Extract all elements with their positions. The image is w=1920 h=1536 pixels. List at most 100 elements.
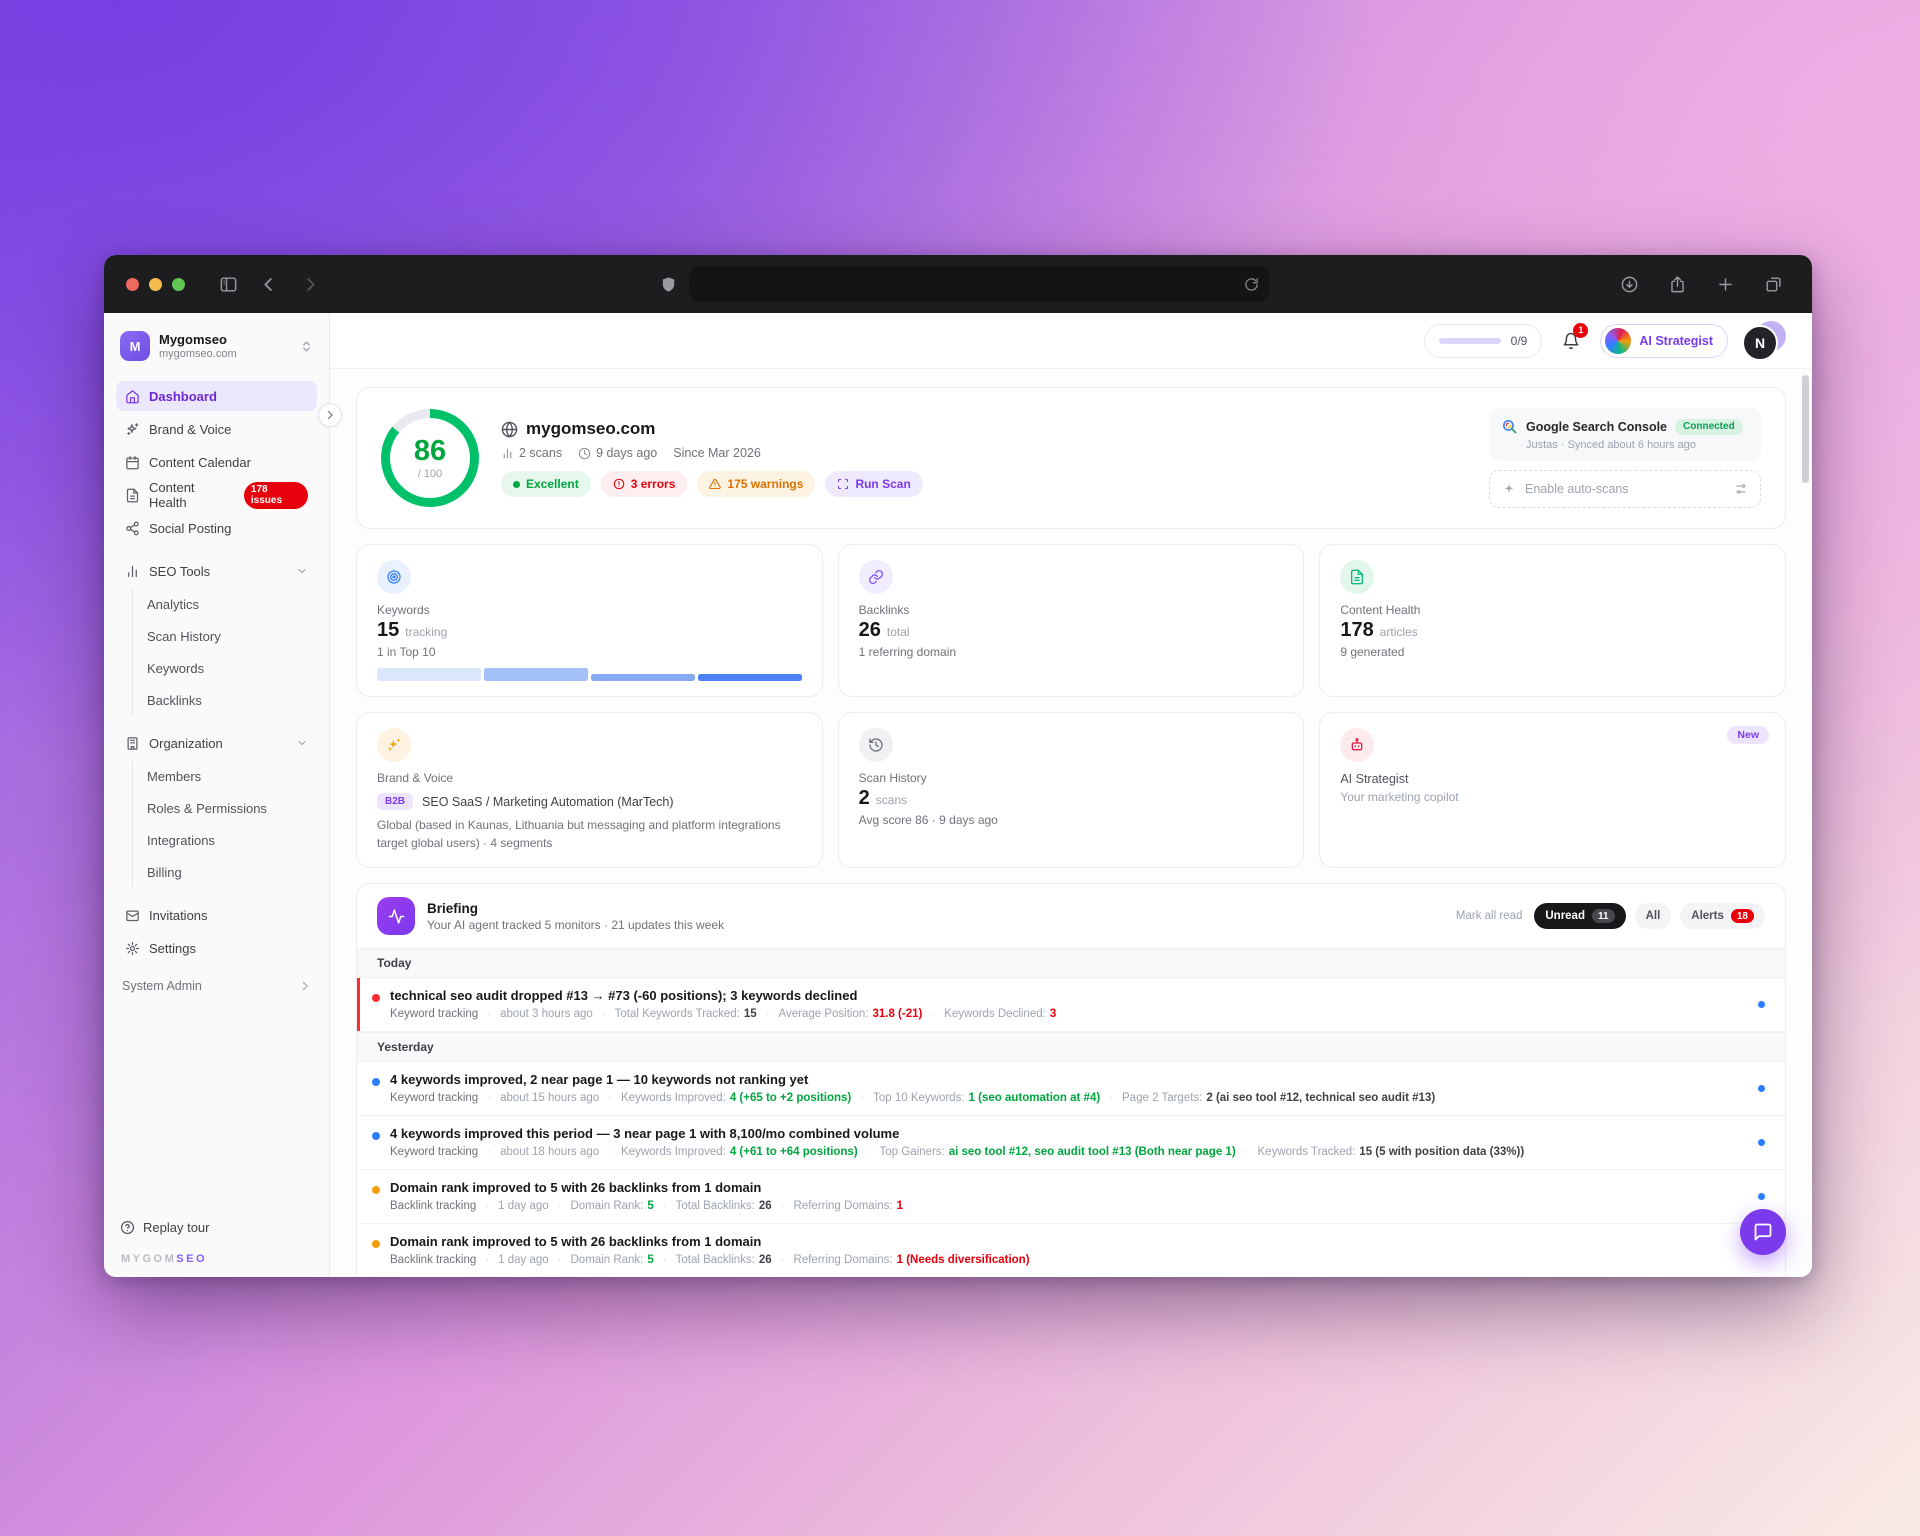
run-scan-button[interactable]: Run Scan xyxy=(825,471,923,497)
chat-fab-button[interactable] xyxy=(1740,1209,1786,1255)
briefing-item[interactable]: Domain rank improved to 5 with 26 backli… xyxy=(357,1224,1785,1277)
seo-score-value: 86 xyxy=(413,434,447,467)
bell-icon xyxy=(1563,332,1579,349)
sidebar-item-content-health[interactable]: Content Health 178 issues xyxy=(116,480,317,510)
mark-all-read-button[interactable]: Mark all read xyxy=(1455,910,1523,922)
sidebar-item-integrations[interactable]: Integrations xyxy=(137,825,317,855)
content-health-stat-card[interactable]: Content Health 178 articles 9 generated xyxy=(1319,544,1786,697)
sidebar-item-billing[interactable]: Billing xyxy=(137,857,317,887)
address-bar[interactable] xyxy=(689,266,1269,302)
sidebar-item-label: Dashboard xyxy=(149,388,217,404)
backlinks-stat-card[interactable]: Backlinks 26 total 1 referring domain xyxy=(837,544,1305,697)
keywords-stat-card[interactable]: Keywords 15 tracking 1 in Top 10 xyxy=(356,544,823,697)
chart-icon xyxy=(503,448,512,458)
stat-subtext: Avg score 86 · 9 days ago xyxy=(858,813,998,827)
sidebar-item-label: Settings xyxy=(149,940,196,956)
sidebar-group-seo-tools[interactable]: SEO Tools xyxy=(116,556,317,586)
clock-icon xyxy=(578,447,591,459)
building-icon xyxy=(127,736,138,750)
downloads-icon[interactable] xyxy=(1612,269,1646,299)
sidebar-item-roles-permissions[interactable]: Roles & Permissions xyxy=(137,793,317,823)
unread-indicator[interactable] xyxy=(1758,1138,1765,1146)
filter-unread[interactable]: Unread 11 xyxy=(1534,903,1626,929)
brand-voice-card[interactable]: Brand & Voice B2B SEO SaaS / Marketing A… xyxy=(356,712,823,868)
home-icon xyxy=(126,389,139,403)
briefing-icon xyxy=(377,897,415,935)
close-window-button[interactable] xyxy=(126,277,139,291)
minimize-window-button[interactable] xyxy=(149,277,162,291)
filter-all[interactable]: All xyxy=(1634,903,1672,929)
progress-label: 0/9 xyxy=(1510,333,1528,348)
sidebar-item-analytics[interactable]: Analytics xyxy=(137,589,317,619)
briefing-item[interactable]: technical seo audit dropped #13 → #73 (-… xyxy=(357,978,1785,1032)
workspace-avatar: M xyxy=(120,331,150,361)
user-menu[interactable]: N xyxy=(1742,320,1786,361)
share-icon[interactable] xyxy=(1660,269,1694,299)
replay-tour-button[interactable]: Replay tour xyxy=(118,1216,315,1239)
severity-dot xyxy=(372,1240,380,1248)
warnings-badge[interactable]: 175 warnings xyxy=(697,471,816,497)
browser-forward-button[interactable] xyxy=(293,269,327,299)
enable-auto-scans-control[interactable]: Enable auto-scans xyxy=(1489,470,1761,508)
sidebar-item-system-admin[interactable]: System Admin xyxy=(116,979,317,993)
browser-titlebar xyxy=(104,255,1812,313)
site-domain: mygomseo.com xyxy=(526,419,656,438)
sidebar-subitem-label: Scan History xyxy=(147,628,221,644)
sidebar-item-content-calendar[interactable]: Content Calendar xyxy=(116,447,317,477)
sidebar-item-label: Content Calendar xyxy=(149,454,251,470)
unread-indicator[interactable] xyxy=(1758,1084,1765,1092)
sparkle-icon xyxy=(1504,484,1514,493)
browser-back-button[interactable] xyxy=(251,269,285,299)
maximize-window-button[interactable] xyxy=(172,277,185,291)
workspace-name: Mygomseo xyxy=(159,332,227,348)
stat-subtext: 1 in Top 10 xyxy=(377,645,436,659)
briefing-item-title: 4 keywords improved this period — 3 near… xyxy=(390,1126,900,1141)
ai-strategist-label: AI Strategist xyxy=(1639,333,1713,348)
unread-indicator[interactable] xyxy=(1758,1000,1765,1008)
workspace-switcher[interactable]: M Mygomseo mygomseo.com xyxy=(116,327,317,363)
traffic-lights xyxy=(126,277,185,291)
briefing-item[interactable]: 4 keywords improved, 2 near page 1 — 10 … xyxy=(357,1062,1785,1116)
file-text-icon xyxy=(126,488,139,502)
briefing-item-title: 4 keywords improved, 2 near page 1 — 10 … xyxy=(390,1072,809,1087)
page-scrollbar[interactable] xyxy=(1802,375,1809,483)
stat-unit: scans xyxy=(875,793,908,807)
keyword-position-bar xyxy=(377,668,802,681)
tab-overview-icon[interactable] xyxy=(1756,269,1790,299)
bar-segment xyxy=(590,674,695,681)
browser-sidebar-toggle-icon[interactable] xyxy=(211,269,245,299)
sidebar-item-social-posting[interactable]: Social Posting xyxy=(116,513,317,543)
scan-history-card[interactable]: Scan History 2 scans Avg score 86 · 9 day… xyxy=(837,712,1305,868)
ai-strategist-avatar xyxy=(1605,327,1632,354)
briefing-item[interactable]: Domain rank improved to 5 with 26 backli… xyxy=(357,1170,1785,1224)
ai-strategist-card[interactable]: New AI Strategist Your marketing copilot xyxy=(1319,712,1786,868)
sidebar-item-brand-voice[interactable]: Brand & Voice xyxy=(116,414,317,444)
new-tab-icon[interactable] xyxy=(1708,269,1742,299)
notifications-button[interactable]: 1 xyxy=(1556,322,1589,356)
onboarding-progress[interactable]: 0/9 xyxy=(1423,323,1543,358)
sparkles-icon xyxy=(127,422,139,435)
ai-strategist-button[interactable]: AI Strategist xyxy=(1600,323,1728,358)
sidebar-group-organization[interactable]: Organization xyxy=(116,728,317,758)
sidebar-collapse-button[interactable] xyxy=(318,403,342,427)
unread-indicator[interactable] xyxy=(1758,1192,1765,1200)
link-icon xyxy=(868,569,883,585)
filter-alerts[interactable]: Alerts 18 xyxy=(1680,903,1765,929)
globe-icon xyxy=(501,421,518,437)
stat-value: 2 xyxy=(858,787,870,809)
bar-segment xyxy=(697,674,802,681)
sidebar-item-backlinks[interactable]: Backlinks xyxy=(137,685,317,715)
briefing-item[interactable]: 4 keywords improved this period — 3 near… xyxy=(357,1116,1785,1170)
sidebar-item-settings[interactable]: Settings xyxy=(116,933,317,963)
sidebar-item-invitations[interactable]: Invitations xyxy=(116,900,317,930)
privacy-shield-icon[interactable] xyxy=(660,276,677,293)
sidebar-item-scan-history[interactable]: Scan History xyxy=(137,621,317,651)
google-search-console-card[interactable]: Google Search Console Connected Justas ·… xyxy=(1489,408,1761,461)
briefing-item-meta: Keyword tracking about 18 hours ago Keyw… xyxy=(390,1146,1748,1158)
sidebar-item-members[interactable]: Members xyxy=(137,761,317,791)
dashboard-scroll-area: 86 / 100 mygomseo.com 2 scans 9 days ago xyxy=(330,369,1812,1277)
reload-icon[interactable] xyxy=(1244,277,1259,292)
errors-badge[interactable]: 3 errors xyxy=(600,471,688,497)
sidebar-item-keywords[interactable]: Keywords xyxy=(137,653,317,683)
sidebar-item-dashboard[interactable]: Dashboard xyxy=(116,381,317,411)
